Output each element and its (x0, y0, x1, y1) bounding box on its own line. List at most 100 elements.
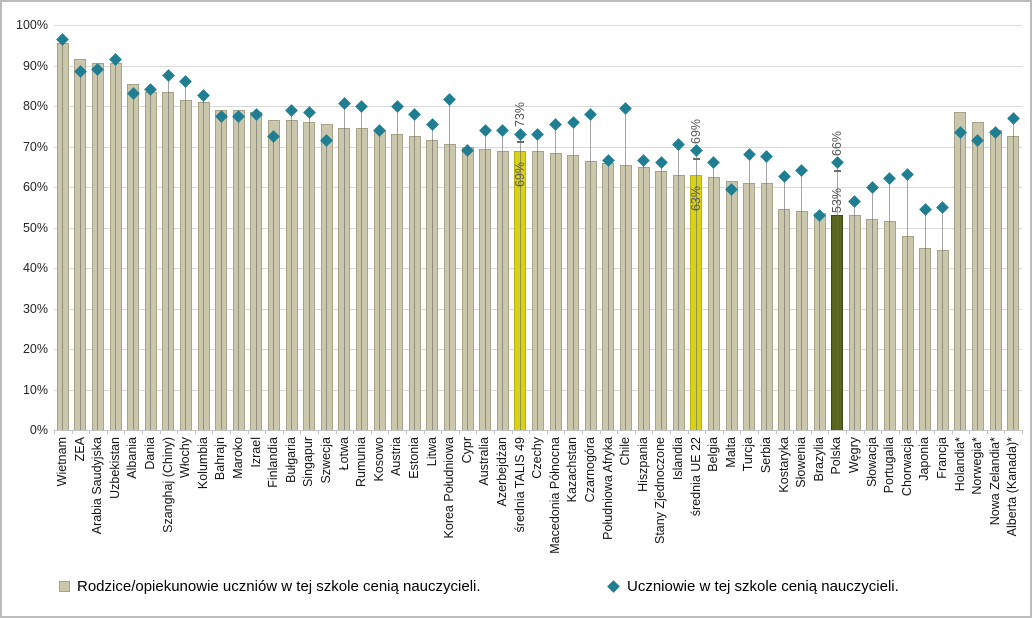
chart-column (881, 25, 899, 430)
x-axis-category-label: Łotwa (336, 437, 351, 471)
marker-drop-line (766, 156, 768, 430)
x-axis-tick (863, 430, 865, 434)
y-axis-tick-label: 30% (22, 301, 48, 316)
marker-drop-line (273, 136, 275, 430)
marker-drop-line (924, 209, 926, 430)
diamond-marker (707, 156, 721, 170)
marker-drop-line (343, 103, 345, 430)
gridline (54, 65, 1022, 67)
chart-column (371, 25, 389, 430)
x-axis-tick (634, 430, 636, 434)
x-axis-tick (670, 430, 671, 434)
x-axis-tick (353, 430, 355, 434)
x-axis-category-label: Polska (829, 437, 844, 475)
x-axis-tick (423, 430, 425, 434)
chart-column (793, 25, 811, 430)
marker-drop-line (643, 160, 645, 430)
marker-drop-line (889, 178, 891, 430)
x-axis-category-label: Islandia (671, 437, 685, 481)
diamond-marker (426, 117, 439, 131)
x-axis-tick (142, 430, 143, 434)
chart-column (652, 25, 670, 430)
x-axis-tick (476, 430, 478, 434)
marker-drop-line (959, 132, 961, 430)
chart-column (705, 25, 723, 430)
x-axis-category-label: Litwa (424, 437, 439, 467)
x-axis-category-label: Bułgaria (283, 437, 298, 483)
marker-drop-line (819, 215, 821, 430)
x-axis-category-label: Finlandia (266, 437, 281, 488)
diamond-marker (936, 200, 950, 214)
annotation-dash (692, 157, 700, 160)
x-axis-category-label: Belgia (706, 437, 721, 472)
marker-drop-line (678, 144, 680, 430)
marker-drop-line (326, 140, 328, 430)
chart-column (195, 25, 213, 430)
x-axis-tick (1004, 430, 1006, 434)
x-axis-category-label: Singapur (301, 437, 316, 488)
x-axis-tick (529, 430, 531, 434)
chart-column (916, 25, 934, 430)
diamond-marker (883, 172, 897, 186)
x-axis-tick (582, 430, 583, 434)
marker-drop-line (713, 162, 715, 430)
diamond-marker (778, 170, 791, 184)
x-axis-category-label: Kostaryka (776, 437, 791, 493)
x-axis-category-label: Arabia Saudyjska (90, 437, 105, 535)
chart-column (494, 25, 512, 430)
annotation-dash (833, 169, 841, 172)
chart-column (934, 25, 952, 430)
marker-drop-line (115, 59, 117, 430)
chart-column (600, 25, 618, 430)
marker-drop-line (977, 140, 979, 430)
marker-drop-line (590, 114, 592, 430)
chart-column (688, 25, 706, 430)
x-axis-tick (106, 430, 108, 434)
marker-value-label: 69% (689, 118, 704, 144)
x-axis-tick (546, 430, 548, 434)
x-axis-category-label: Słowacja (864, 437, 879, 488)
x-axis-tick (318, 430, 319, 434)
x-axis-tick (494, 430, 495, 434)
x-axis-category-label: Słowenia (794, 437, 809, 488)
legend-entry-bars: Rodzice/opiekunowie uczniów w tej szkole… (59, 573, 481, 599)
x-axis-category-label: Wietnam (55, 437, 69, 487)
chart-column (864, 25, 882, 430)
x-axis-tick (898, 430, 900, 434)
x-axis-category-label: Czarnogóra (583, 437, 597, 503)
chart-column (846, 25, 864, 430)
chart-column (459, 25, 477, 430)
marker-drop-line (502, 130, 504, 430)
marker-drop-line (79, 71, 81, 430)
marker-drop-line (185, 81, 187, 430)
x-axis-category-label: Południowa Afryka (600, 437, 615, 540)
x-axis-category-label: Węgry (847, 437, 861, 474)
x-axis-category-label: Serbia (759, 437, 773, 474)
diamond-marker (637, 154, 650, 168)
legend: Rodzice/opiekunowie uczniów w tej szkole… (2, 573, 1030, 599)
chart-column (952, 25, 970, 430)
diamond-marker (672, 138, 686, 151)
diamond-series-label: Uczniowie w tej szkole cenią nauczycieli… (627, 577, 899, 595)
x-axis-category-label: Chile (618, 437, 633, 466)
marker-drop-line (62, 39, 64, 430)
diamond-marker (848, 194, 862, 208)
x-axis-line (54, 430, 1022, 431)
marker-drop-line (291, 110, 293, 430)
marker-drop-line (660, 162, 662, 430)
marker-drop-line (379, 130, 381, 430)
chart-column (89, 25, 107, 430)
chart-column (635, 25, 653, 430)
x-axis-category-label: Australia (477, 437, 492, 486)
x-axis-category-label: Kolumbia (195, 437, 210, 490)
diamond-marker (619, 101, 633, 115)
x-axis-tick (599, 430, 601, 434)
x-axis-category-label: Włochy (178, 437, 193, 478)
chart-column (336, 25, 354, 430)
x-axis-tick (758, 430, 759, 434)
chart-column (230, 25, 248, 430)
marker-value-label: 66% (830, 130, 845, 156)
marker-drop-line (308, 112, 310, 430)
x-axis-category-label: Alberta (Kanada)* (1005, 437, 1020, 537)
